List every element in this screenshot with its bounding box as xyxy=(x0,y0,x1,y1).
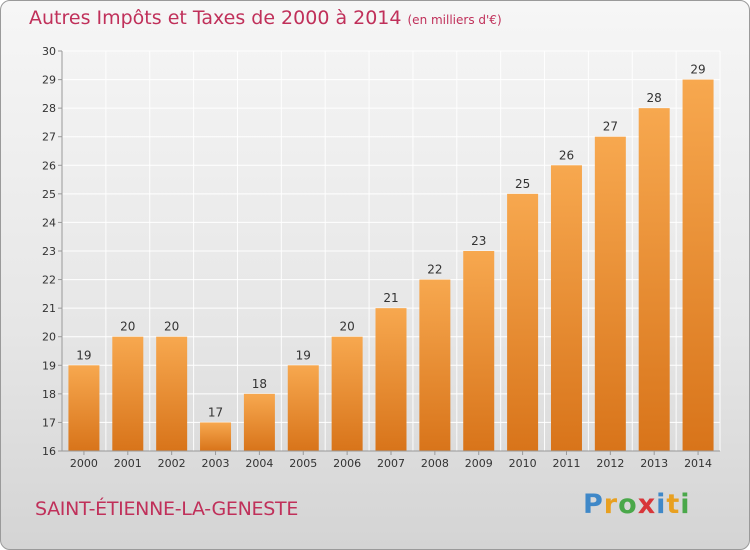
y-tick-label: 16 xyxy=(42,445,56,458)
y-tick-label: 26 xyxy=(42,159,56,172)
bar-value-label: 28 xyxy=(647,91,662,105)
bar-value-label: 29 xyxy=(690,63,705,77)
x-tick-label: 2010 xyxy=(509,457,537,470)
bar xyxy=(594,136,626,451)
y-tick-label: 30 xyxy=(42,45,56,58)
y-tick-label: 22 xyxy=(42,274,56,287)
x-tick-label: 2005 xyxy=(289,457,317,470)
bar xyxy=(682,79,714,452)
y-tick-label: 28 xyxy=(42,102,56,115)
bar-value-label: 20 xyxy=(164,320,179,334)
bar-value-label: 23 xyxy=(471,234,486,248)
x-tick-label: 2003 xyxy=(202,457,230,470)
chart-title-text: Autres Impôts et Taxes de 2000 à 2014 xyxy=(29,7,402,29)
x-tick-label: 2007 xyxy=(377,457,405,470)
bar-value-label: 20 xyxy=(120,320,135,334)
bar-value-label: 19 xyxy=(76,348,91,362)
bar xyxy=(287,365,319,451)
y-tick-label: 24 xyxy=(42,216,56,229)
x-tick-label: 2002 xyxy=(158,457,186,470)
commune-name: SAINT-ÉTIENNE-LA-GENESTE xyxy=(35,498,299,520)
y-tick-label: 23 xyxy=(42,245,56,258)
x-tick-label: 2006 xyxy=(333,457,361,470)
bar xyxy=(68,365,100,451)
x-tick-label: 2011 xyxy=(552,457,580,470)
proxiti-logo: Proxiti xyxy=(583,489,691,520)
bar-value-label: 21 xyxy=(383,291,398,305)
bar-value-label: 26 xyxy=(559,148,574,162)
bar xyxy=(419,279,451,451)
bar xyxy=(331,336,363,451)
bars-layer: 19 20 20 17 18 19 20 21 22 23 25 26 27 28 29 xyxy=(68,63,714,452)
bar xyxy=(112,336,144,451)
bar-value-label: 17 xyxy=(208,405,223,419)
y-tick-label: 19 xyxy=(42,359,56,372)
y-tick-label: 29 xyxy=(42,74,56,87)
bar-value-label: 25 xyxy=(515,177,530,191)
y-tick-label: 27 xyxy=(42,131,56,144)
bar-value-label: 18 xyxy=(252,377,267,391)
bar-value-label: 19 xyxy=(296,348,311,362)
bar-value-label: 22 xyxy=(427,263,442,277)
bar xyxy=(638,108,670,452)
y-tick-label: 20 xyxy=(42,331,56,344)
bar xyxy=(156,336,188,451)
bar xyxy=(463,251,495,451)
x-tick-label: 2004 xyxy=(245,457,273,470)
x-tick-label: 2008 xyxy=(421,457,449,470)
y-tick-label: 17 xyxy=(42,416,56,429)
axis-layer: 16 17 18 19 20 21 22 23 24 25 26 27 28 29 30 2000 2001 20… xyxy=(42,45,720,470)
x-tick-label: 2013 xyxy=(640,457,668,470)
chart-unit: (en milliers d'€) xyxy=(407,13,502,27)
y-tick-label: 25 xyxy=(42,188,56,201)
bar-value-label: 27 xyxy=(603,120,618,134)
chart-title: Autres Impôts et Taxes de 2000 à 2014 (en… xyxy=(29,7,502,29)
y-tick-label: 18 xyxy=(42,388,56,401)
x-tick-label: 2001 xyxy=(114,457,142,470)
bar xyxy=(375,308,407,451)
bar xyxy=(550,165,582,452)
y-tick-label: 21 xyxy=(42,302,56,315)
x-tick-label: 2000 xyxy=(70,457,98,470)
bar xyxy=(200,422,232,451)
x-tick-label: 2012 xyxy=(596,457,624,470)
bar xyxy=(243,393,275,451)
x-tick-label: 2014 xyxy=(684,457,712,470)
bar-value-label: 20 xyxy=(339,320,354,334)
x-tick-label: 2009 xyxy=(465,457,493,470)
bar xyxy=(507,193,539,451)
